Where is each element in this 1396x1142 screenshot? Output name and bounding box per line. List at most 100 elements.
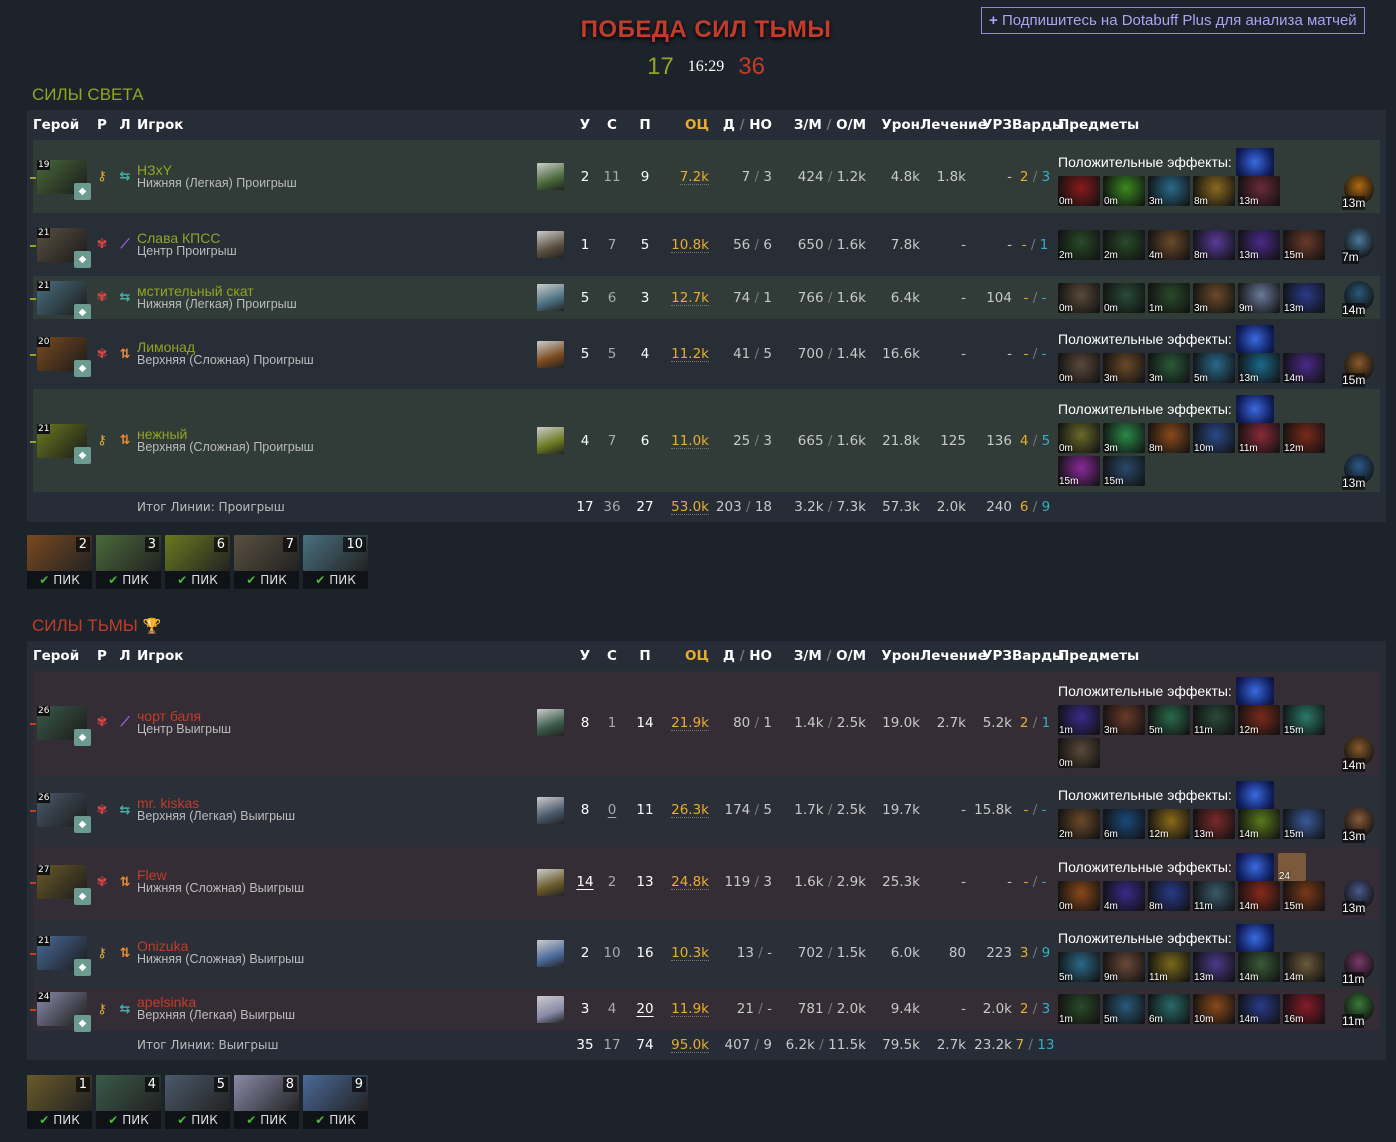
item-icon[interactable]: 8m bbox=[1193, 229, 1235, 261]
player-name[interactable]: мстительный скат bbox=[137, 282, 254, 299]
player-name[interactable]: Слава КПСС bbox=[137, 229, 221, 246]
column-lh[interactable]: Д / НО bbox=[715, 648, 772, 664]
column-lh[interactable]: Д bbox=[722, 648, 735, 664]
item-icon[interactable]: 10m bbox=[1193, 423, 1235, 454]
column-gpm[interactable]: З/М / О/М bbox=[772, 117, 866, 133]
hero-portrait[interactable]: 26 ◆ bbox=[37, 793, 91, 833]
player-avatar[interactable] bbox=[537, 231, 564, 258]
item-icon[interactable]: 15m bbox=[1058, 456, 1100, 487]
column-xpm[interactable]: О/М bbox=[836, 648, 866, 664]
item-icon[interactable]: 9m bbox=[1238, 282, 1280, 314]
column-role[interactable]: Р bbox=[97, 648, 107, 664]
column-items[interactable]: Предметы bbox=[1058, 117, 1140, 133]
item-icon[interactable]: 5m bbox=[1193, 353, 1235, 384]
column-hero[interactable]: Герой bbox=[33, 117, 80, 133]
column-lh[interactable]: Д bbox=[722, 117, 735, 133]
item-icon[interactable]: 13m bbox=[1238, 175, 1280, 207]
column-wards[interactable]: Варды bbox=[1012, 648, 1065, 664]
column-player[interactable]: Игрок bbox=[137, 648, 184, 664]
column-assists[interactable]: П bbox=[639, 117, 651, 133]
pick-card[interactable]: 9 ✔ ПИК bbox=[303, 1075, 368, 1129]
pick-card[interactable]: 3 ✔ ПИК bbox=[96, 535, 161, 589]
item-icon[interactable]: 15m bbox=[1283, 809, 1325, 840]
column-nw[interactable]: ОЦ bbox=[684, 117, 709, 133]
item-icon[interactable]: 8m bbox=[1193, 175, 1235, 207]
pick-card[interactable]: 4 ✔ ПИК bbox=[96, 1075, 161, 1129]
item-icon[interactable]: 0m bbox=[1058, 282, 1100, 314]
item-icon[interactable]: 6m bbox=[1148, 994, 1190, 1025]
item-icon[interactable]: 5m bbox=[1058, 952, 1100, 983]
neutral-item-icon[interactable]: 7m bbox=[1342, 227, 1374, 264]
item-icon[interactable]: 12m bbox=[1283, 423, 1325, 454]
neutral-item-icon[interactable]: 13m bbox=[1342, 879, 1374, 915]
item-icon[interactable]: 14m bbox=[1238, 881, 1280, 912]
player-name[interactable]: чорт баля bbox=[137, 707, 202, 724]
item-icon[interactable]: 13m bbox=[1238, 353, 1280, 384]
item-icon[interactable]: 13m bbox=[1193, 952, 1235, 983]
item-icon[interactable]: 14m bbox=[1283, 952, 1325, 983]
item-icon[interactable]: 0m bbox=[1058, 881, 1100, 912]
column-bld[interactable]: УРЗ bbox=[982, 117, 1012, 133]
hero-portrait[interactable]: 19 ◆ bbox=[37, 159, 91, 200]
hero-portrait[interactable]: 21 ◆ bbox=[37, 280, 91, 321]
pick-card[interactable]: 7 ✔ ПИК bbox=[234, 535, 299, 589]
item-icon[interactable]: 0m bbox=[1058, 738, 1100, 769]
item-icon[interactable]: 14m bbox=[1238, 994, 1280, 1025]
neutral-item-icon[interactable]: 13m bbox=[1342, 173, 1374, 210]
pick-card[interactable]: 10 ✔ ПИК bbox=[303, 535, 368, 589]
hero-portrait[interactable]: 21 ◆ bbox=[37, 936, 91, 976]
item-icon[interactable]: 0m bbox=[1058, 175, 1100, 207]
column-dmg[interactable]: Урон bbox=[881, 117, 920, 133]
net-worth[interactable]: 12.7k bbox=[671, 289, 709, 306]
item-icon[interactable]: 4m bbox=[1103, 881, 1145, 912]
item-icon[interactable]: 14m bbox=[1238, 809, 1280, 840]
column-kills[interactable]: У bbox=[579, 117, 591, 133]
hero-portrait[interactable]: 21 ◆ bbox=[37, 423, 91, 464]
column-gpm[interactable]: З/М bbox=[793, 648, 822, 664]
item-icon[interactable]: 15m bbox=[1283, 881, 1325, 912]
player-avatar[interactable] bbox=[537, 284, 564, 311]
player-name[interactable]: apelsinka bbox=[137, 994, 197, 1010]
column-assists[interactable]: П bbox=[639, 648, 651, 664]
item-icon[interactable]: 5m bbox=[1103, 994, 1145, 1025]
dotabuff-plus-button[interactable]: + Подпишитесь на Dotabuff Plus для анали… bbox=[981, 7, 1365, 34]
item-icon[interactable]: 5m bbox=[1148, 705, 1190, 736]
column-lh[interactable]: Д / НО bbox=[715, 117, 772, 133]
net-worth[interactable]: 26.3k bbox=[671, 802, 709, 818]
item-icon[interactable]: 14m bbox=[1238, 952, 1280, 983]
net-worth[interactable]: 10.8k bbox=[671, 236, 709, 253]
hero-portrait[interactable]: 20 ◆ bbox=[37, 337, 91, 377]
net-worth[interactable]: 11.2k bbox=[671, 346, 709, 362]
item-icon[interactable]: 16m bbox=[1283, 994, 1325, 1025]
item-icon[interactable]: 3m bbox=[1148, 175, 1190, 207]
column-xpm[interactable]: О/М bbox=[836, 117, 866, 133]
player-avatar[interactable] bbox=[537, 868, 564, 896]
item-icon[interactable]: 0m bbox=[1103, 175, 1145, 207]
player-avatar[interactable] bbox=[537, 939, 564, 967]
item-icon[interactable]: 0m bbox=[1058, 353, 1100, 384]
neutral-item-icon[interactable]: 11m bbox=[1342, 992, 1374, 1028]
player-avatar[interactable] bbox=[537, 796, 564, 824]
net-worth[interactable]: 24.8k bbox=[671, 874, 709, 890]
item-icon[interactable]: 13m bbox=[1238, 229, 1280, 261]
column-deaths[interactable]: С bbox=[607, 117, 617, 133]
item-icon[interactable]: 13m bbox=[1193, 809, 1235, 840]
net-worth[interactable]: 11.9k bbox=[671, 1001, 709, 1017]
item-icon[interactable]: 15m bbox=[1103, 456, 1145, 487]
item-icon[interactable]: 6m bbox=[1103, 809, 1145, 840]
neutral-item-icon[interactable]: 13m bbox=[1342, 807, 1374, 843]
column-lane[interactable]: Л bbox=[119, 117, 131, 133]
column-heal[interactable]: Лечение bbox=[920, 648, 987, 664]
neutral-item-icon[interactable]: 14m bbox=[1342, 280, 1374, 317]
item-icon[interactable]: 0m bbox=[1103, 282, 1145, 314]
column-dn[interactable]: НО bbox=[749, 117, 772, 133]
column-deaths[interactable]: С bbox=[607, 648, 617, 664]
hero-portrait[interactable]: 24 ◆ bbox=[37, 992, 91, 1032]
item-icon[interactable]: 12m bbox=[1238, 705, 1280, 736]
column-gpm[interactable]: З/М / О/М bbox=[772, 648, 866, 664]
player-name[interactable]: Flew bbox=[137, 867, 167, 883]
item-icon[interactable]: 11m bbox=[1238, 423, 1280, 454]
column-items[interactable]: Предметы bbox=[1058, 648, 1140, 664]
item-icon[interactable]: 1m bbox=[1058, 705, 1100, 736]
aghanim-shard-icon[interactable] bbox=[1235, 781, 1274, 809]
